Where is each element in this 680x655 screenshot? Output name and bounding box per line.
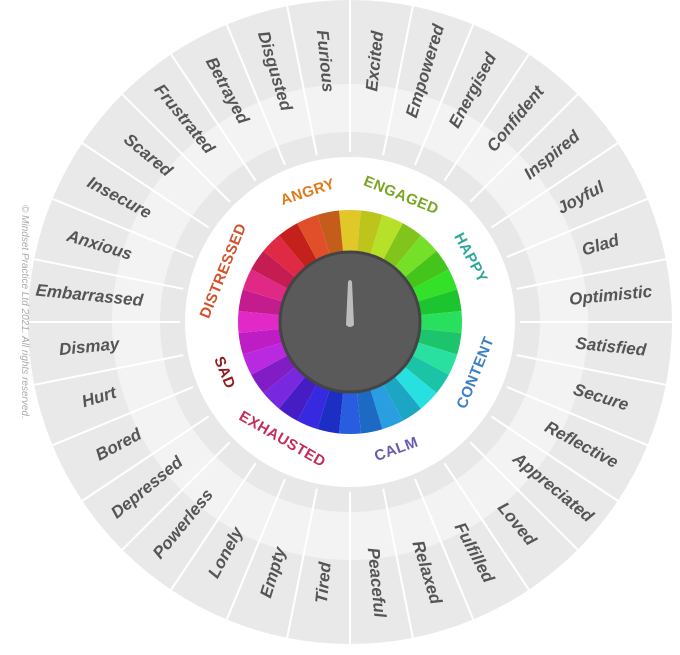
separator xyxy=(52,386,194,447)
separator xyxy=(382,488,414,639)
color-segment xyxy=(242,269,291,303)
color-segment xyxy=(409,341,458,375)
color-segment xyxy=(415,289,462,316)
separator xyxy=(33,354,184,386)
color-segment xyxy=(382,223,422,270)
separator xyxy=(225,24,286,166)
separator xyxy=(121,93,231,203)
color-segment xyxy=(263,365,307,409)
color-segment xyxy=(402,250,449,290)
copyright: © Mindset Practice Ltd 2021. All rights … xyxy=(19,205,30,419)
separator xyxy=(52,197,194,258)
separator xyxy=(382,5,414,156)
color-segment xyxy=(238,328,285,355)
separator xyxy=(286,5,318,156)
color-segment xyxy=(402,354,449,394)
separator xyxy=(506,386,648,447)
color-segment xyxy=(251,354,298,394)
separator xyxy=(506,197,648,258)
color-segment xyxy=(278,374,318,421)
color-segment xyxy=(278,223,318,270)
color-segment xyxy=(297,214,331,263)
color-segment xyxy=(238,289,285,316)
separator xyxy=(286,488,318,639)
color-segment xyxy=(339,210,361,255)
separator xyxy=(443,53,530,182)
separator xyxy=(490,415,619,502)
separator xyxy=(469,93,579,203)
color-segment xyxy=(356,387,383,434)
separator xyxy=(121,441,231,551)
color-segment xyxy=(393,235,437,279)
separator xyxy=(414,24,475,166)
color-segment xyxy=(317,387,344,434)
color-segment xyxy=(339,389,361,434)
color-segment xyxy=(317,210,344,257)
color-segment xyxy=(417,311,463,333)
separator xyxy=(33,258,184,290)
separator xyxy=(170,53,257,182)
separator xyxy=(443,462,530,591)
separator xyxy=(225,478,286,620)
dial-needle xyxy=(346,280,354,327)
separator xyxy=(490,142,619,229)
color-segment xyxy=(369,214,403,263)
color-segment xyxy=(263,235,307,279)
color-segment xyxy=(369,381,403,430)
separator xyxy=(414,478,475,620)
color-segment xyxy=(382,374,422,421)
separator xyxy=(81,142,210,229)
separator xyxy=(516,354,667,386)
color-segment xyxy=(415,328,462,355)
color-segment xyxy=(251,250,298,290)
separator xyxy=(170,462,257,591)
color-segment xyxy=(242,341,291,375)
separator xyxy=(81,415,210,502)
emotion-word: Tired xyxy=(312,561,335,605)
color-segment xyxy=(297,381,331,430)
separator xyxy=(516,258,667,290)
color-segment xyxy=(409,269,458,303)
color-segment xyxy=(238,311,283,333)
separator xyxy=(469,441,579,551)
color-segment xyxy=(356,210,383,257)
color-segment xyxy=(393,365,437,409)
